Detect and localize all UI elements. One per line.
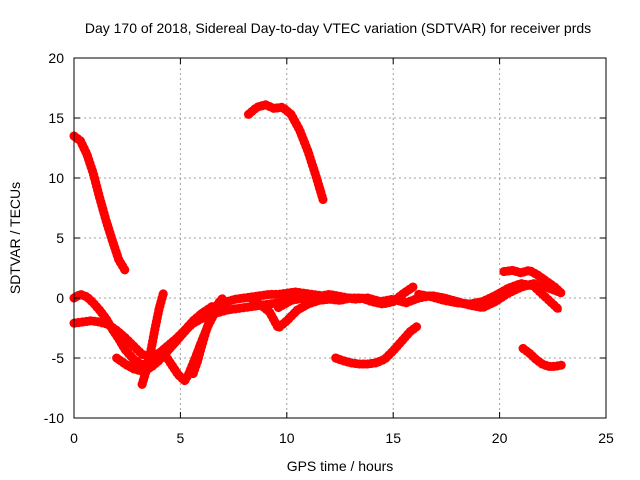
x-tick-label: 15	[385, 430, 401, 446]
x-tick-labels: 0 5 10 15 20 25	[70, 430, 614, 446]
x-tick-label: 20	[492, 430, 508, 446]
series-arc-1-markers	[69, 131, 130, 275]
y-axis-label: SDTVAR / TECUs	[7, 182, 23, 294]
series-arc-2-markers	[244, 100, 328, 205]
y-tick-labels: -10 -5 0 5 10 15 20	[44, 50, 64, 426]
series-arc-12-markers	[499, 265, 566, 298]
x-tick-label: 10	[279, 430, 295, 446]
data-series	[69, 100, 566, 389]
y-tick-label: 0	[56, 290, 64, 306]
series-arc-11-markers	[414, 279, 564, 315]
y-tick-label: 5	[56, 230, 64, 246]
series-arc-8-markers	[188, 293, 228, 379]
x-tick-label: 0	[70, 430, 78, 446]
x-tick-label: 25	[598, 430, 614, 446]
series-arc-6-markers	[137, 288, 168, 389]
y-tick-label: -5	[52, 350, 65, 366]
y-tick-label: 15	[48, 110, 64, 126]
y-tick-label: 20	[48, 50, 64, 66]
axis-ticks	[73, 57, 607, 419]
chart-title: Day 170 of 2018, Sidereal Day-to-day VTE…	[85, 20, 591, 36]
x-axis-label: GPS time / hours	[287, 458, 394, 474]
series-arc-13-markers	[331, 322, 422, 369]
y-tick-label: 10	[48, 170, 64, 186]
y-tick-label: -10	[44, 410, 64, 426]
series-arc-14-markers	[518, 343, 566, 371]
x-tick-label: 5	[177, 430, 185, 446]
